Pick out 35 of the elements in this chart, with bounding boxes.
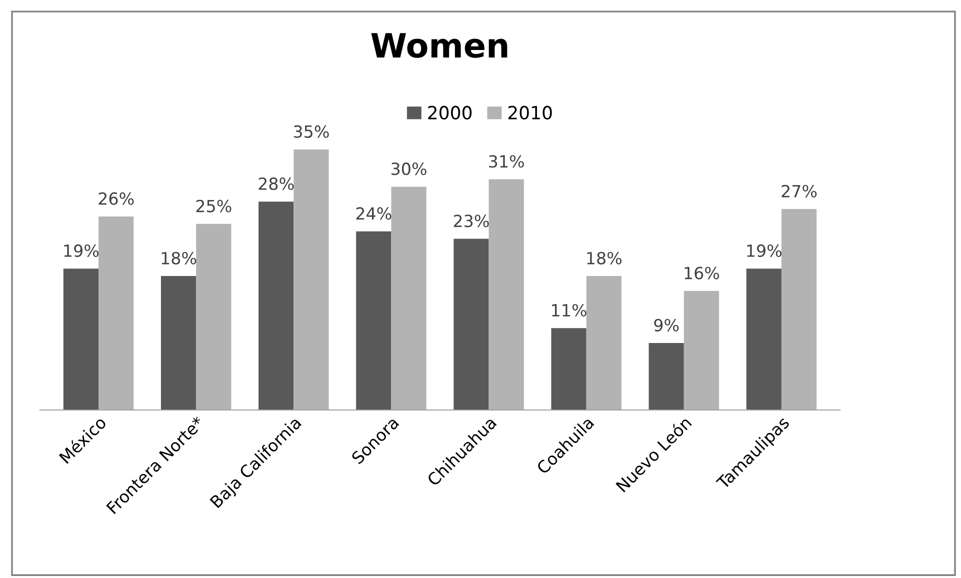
data-label: 18%	[162, 252, 196, 264]
data-label: 25%	[196, 200, 232, 212]
data-label: 24%	[356, 207, 392, 220]
bar	[196, 224, 232, 410]
bar	[356, 231, 392, 410]
data-label: 27%	[782, 184, 817, 198]
data-label: 30%	[392, 162, 426, 176]
data-label: 16%	[684, 266, 720, 280]
data-label: 19%	[747, 244, 782, 258]
bar	[160, 276, 196, 410]
bar	[746, 268, 782, 410]
bar	[781, 209, 817, 410]
bar	[648, 343, 684, 410]
legend-label: 2010	[508, 106, 552, 120]
data-label: 9%	[654, 318, 679, 332]
bar	[684, 290, 720, 410]
data-label: 35%	[294, 125, 329, 138]
bar	[98, 216, 134, 410]
chart-title: Women	[371, 33, 508, 58]
data-label: 11%	[552, 304, 586, 317]
bar	[258, 202, 294, 410]
data-label: 23%	[454, 214, 489, 228]
data-label: 28%	[258, 177, 294, 190]
bar	[391, 186, 426, 410]
bar	[454, 238, 489, 410]
legend-label: 2000	[428, 106, 472, 120]
data-label: 18%	[587, 252, 622, 264]
data-label: 19%	[64, 244, 99, 258]
bar	[551, 328, 586, 410]
data-label: 26%	[98, 192, 134, 205]
data-label: 31%	[489, 155, 524, 168]
bar	[488, 179, 524, 410]
bar	[63, 268, 99, 410]
bar	[294, 149, 329, 410]
bar	[586, 276, 622, 410]
